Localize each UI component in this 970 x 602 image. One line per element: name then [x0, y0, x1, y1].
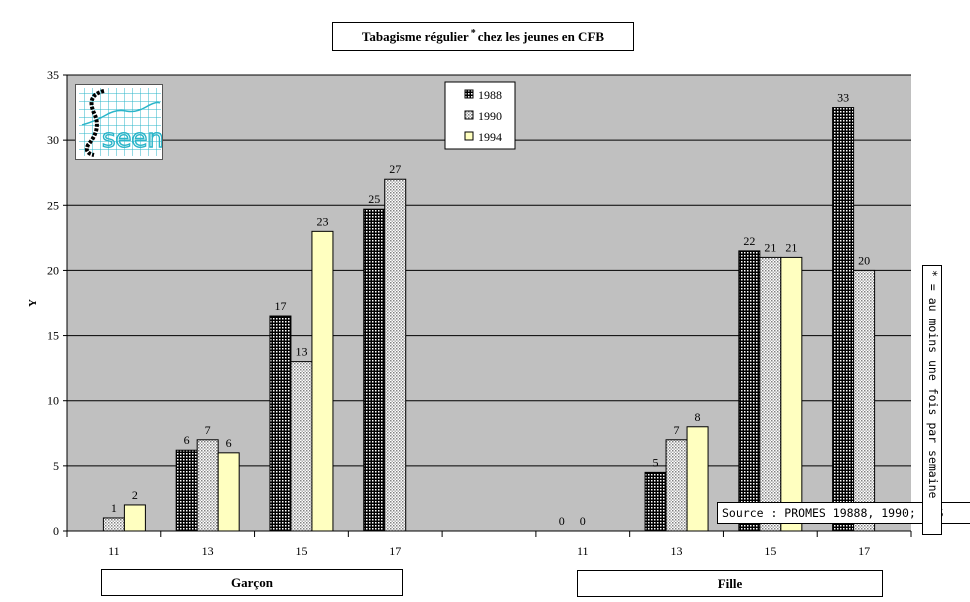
- source-text: Source : PROMES 19888, 1990; OMS: [722, 506, 944, 520]
- legend-label-1988: 1988: [478, 88, 502, 102]
- x-tick-label-garcon-17: 17: [389, 544, 401, 558]
- x-tick-label-fille-13: 13: [671, 544, 683, 558]
- data-label-1990-garcon-13: 7: [205, 423, 211, 437]
- data-label-1994-fille-13: 8: [695, 410, 701, 424]
- x-tick-label-fille-11: 11: [577, 544, 589, 558]
- legend-swatch-1988: [464, 89, 474, 99]
- legend-label-1994: 1994: [478, 130, 502, 144]
- source-note: Source : PROMES 19888, 1990; OMS: [717, 502, 970, 524]
- y-tick-label-15: 15: [47, 329, 59, 343]
- legend-swatch-1990: [464, 110, 474, 120]
- x-tick-label-garcon-11: 11: [108, 544, 120, 558]
- bar-1990-fille-15: [759, 256, 782, 532]
- group-label-fille-text: Fille: [717, 575, 743, 591]
- data-label-1994-garcon-11: 2: [132, 488, 138, 502]
- legend-swatch-1994: [464, 131, 474, 141]
- bar-1994-garcon-11: [123, 504, 146, 532]
- bar-1994-fille-13: [686, 426, 709, 532]
- y-tick-label-0: 0: [53, 524, 59, 538]
- data-label-1988-garcon-15: 17: [274, 299, 286, 313]
- data-label-1990-fille-13: 7: [674, 423, 680, 437]
- bar-1994-fille-15: [780, 256, 803, 532]
- chart-title-mark: *: [470, 28, 476, 39]
- data-label-1994-fille-15: 21: [785, 240, 797, 254]
- chart-title-rest: chez les jeunes en CFB: [477, 28, 605, 44]
- data-label-1990-fille-15: 21: [764, 240, 776, 254]
- bar-1994-garcon-15: [311, 230, 334, 532]
- y-tick-label-25: 25: [47, 198, 59, 212]
- bar-1988-garcon-13: [175, 449, 198, 532]
- data-label-1990-fille-11: 0: [580, 514, 586, 528]
- data-label-1988-garcon-13: 6: [184, 433, 190, 447]
- group-label-garcon-text: Garçon: [231, 574, 273, 590]
- data-label-1994-garcon-13: 6: [226, 436, 232, 450]
- legend-label-1990: 1990: [478, 109, 502, 123]
- x-tick-label-garcon-13: 13: [202, 544, 214, 558]
- data-label-1990-garcon-15: 13: [295, 345, 307, 359]
- footnote-text: * = au moins une fois par semaine: [926, 270, 940, 499]
- group-label-garcon: Garçon: [101, 569, 403, 596]
- data-label-1988-fille-13: 5: [653, 455, 659, 469]
- chart-title-main: Tabagisme régulier: [361, 28, 469, 44]
- x-tick-label-fille-17: 17: [858, 544, 870, 558]
- y-tick-label-30: 30: [47, 133, 59, 147]
- bar-1988-garcon-17: [363, 208, 386, 532]
- data-label-1988-fille-15: 22: [743, 234, 755, 248]
- seen-logo-text: seen: [102, 124, 162, 154]
- footnote-box: * = au moins une fois par semaine: [922, 265, 942, 535]
- bar-1994-garcon-13: [217, 452, 240, 532]
- bar-1990-garcon-11: [102, 517, 125, 532]
- chart-title: Tabagisme régulier * chez les jeunes en …: [332, 22, 634, 51]
- bar-1990-fille-13: [665, 439, 688, 532]
- legend-box: [444, 81, 516, 150]
- bar-1990-garcon-13: [196, 439, 219, 532]
- y-tick-label-35: 35: [47, 68, 59, 82]
- data-label-1988-fille-17: 33: [837, 91, 849, 105]
- y-tick-label-10: 10: [47, 394, 59, 408]
- seen-logo-icon: seen: [75, 84, 165, 160]
- bar-1988-garcon-15: [269, 315, 292, 532]
- x-tick-label-fille-15: 15: [764, 544, 776, 558]
- data-label-1990-fille-17: 20: [858, 253, 870, 267]
- group-label-fille: Fille: [577, 570, 883, 597]
- x-tick-label-garcon-15: 15: [295, 544, 307, 558]
- data-label-1994-garcon-15: 23: [316, 214, 328, 228]
- bar-1988-fille-17: [832, 107, 855, 532]
- bar-1988-fille-13: [644, 471, 667, 532]
- data-label-1988-fille-11: 0: [559, 514, 565, 528]
- data-label-1988-garcon-17: 25: [368, 192, 380, 206]
- y-tick-label-5: 5: [53, 459, 59, 473]
- bar-1990-garcon-17: [384, 178, 407, 532]
- y-tick-label-20: 20: [47, 263, 59, 277]
- bar-1988-fille-15: [738, 250, 761, 532]
- data-label-1990-garcon-17: 27: [389, 162, 401, 176]
- bar-1990-fille-17: [853, 269, 876, 532]
- bar-1990-garcon-15: [290, 361, 313, 532]
- data-label-1990-garcon-11: 1: [111, 501, 117, 515]
- y-axis-title: Y: [27, 299, 39, 307]
